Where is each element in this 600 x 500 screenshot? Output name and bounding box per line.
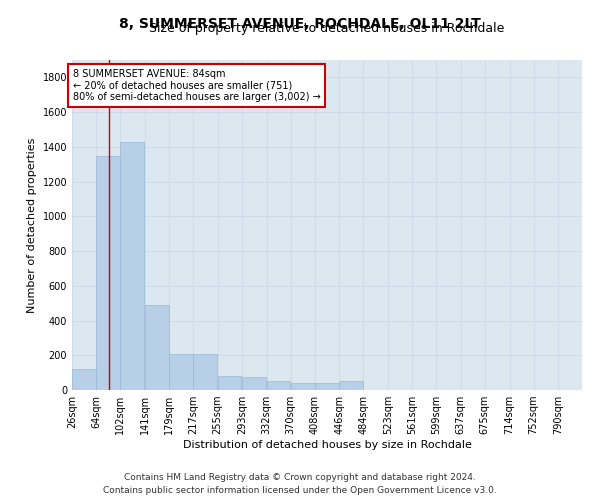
Bar xyxy=(145,305,169,390)
Bar xyxy=(242,377,266,390)
Bar xyxy=(218,376,241,390)
Text: 8 SUMMERSET AVENUE: 84sqm
← 20% of detached houses are smaller (751)
80% of semi: 8 SUMMERSET AVENUE: 84sqm ← 20% of detac… xyxy=(73,68,320,102)
Bar xyxy=(193,354,217,390)
Text: Contains HM Land Registry data © Crown copyright and database right 2024.
Contai: Contains HM Land Registry data © Crown c… xyxy=(103,474,497,495)
Bar xyxy=(121,142,144,390)
Y-axis label: Number of detached properties: Number of detached properties xyxy=(27,138,37,312)
Bar xyxy=(169,354,193,390)
Bar xyxy=(339,382,363,390)
Bar xyxy=(291,383,314,390)
Title: Size of property relative to detached houses in Rochdale: Size of property relative to detached ho… xyxy=(149,22,505,35)
Text: 8, SUMMERSET AVENUE, ROCHDALE, OL11 2LT: 8, SUMMERSET AVENUE, ROCHDALE, OL11 2LT xyxy=(119,18,481,32)
X-axis label: Distribution of detached houses by size in Rochdale: Distribution of detached houses by size … xyxy=(182,440,472,450)
Bar xyxy=(96,156,120,390)
Bar xyxy=(266,382,290,390)
Bar xyxy=(72,369,96,390)
Bar xyxy=(315,383,339,390)
